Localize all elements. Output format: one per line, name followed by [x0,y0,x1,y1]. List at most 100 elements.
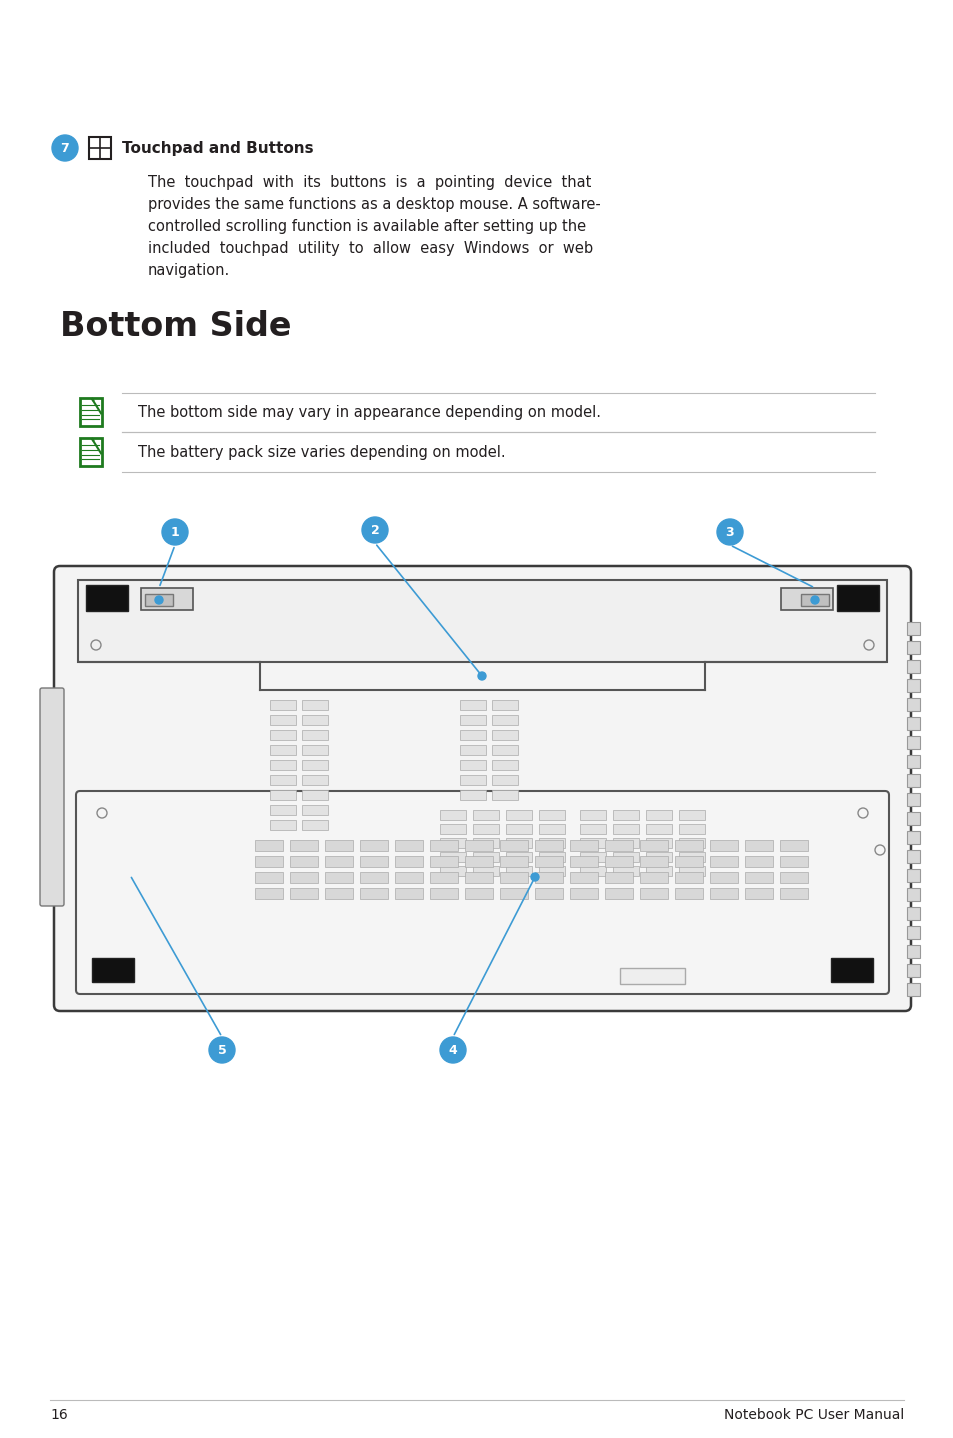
Bar [709,871,738,883]
Bar [459,715,485,725]
Bar [744,871,772,883]
Bar [78,580,886,661]
Circle shape [477,672,485,680]
Bar [505,810,532,820]
Bar [145,594,172,605]
Bar [430,856,457,867]
Bar [492,731,517,741]
FancyBboxPatch shape [76,791,888,994]
Bar [604,840,633,851]
Bar [538,810,564,820]
Bar [270,805,295,815]
Bar [781,588,832,610]
Bar [906,755,919,768]
Bar [579,851,605,861]
Text: 4: 4 [448,1044,456,1057]
Bar [464,856,493,867]
Text: included  touchpad  utility  to  allow  easy  Windows  or  web: included touchpad utility to allow easy … [148,242,593,256]
Bar [439,824,465,834]
Bar [464,840,493,851]
Bar [906,850,919,863]
Bar [270,789,295,800]
Bar [464,871,493,883]
Bar [86,585,128,611]
Bar [80,397,102,427]
Bar [744,856,772,867]
Bar [906,660,919,673]
Bar [569,871,598,883]
Bar [535,856,562,867]
Bar [569,856,598,867]
Bar [492,789,517,800]
Bar [801,594,828,605]
Bar [645,838,671,848]
Bar [254,840,283,851]
Bar [604,871,633,883]
Bar [538,838,564,848]
Bar [325,840,353,851]
Bar [613,810,639,820]
Bar [499,840,527,851]
Bar [505,851,532,861]
Bar [473,851,498,861]
Bar [906,945,919,958]
Bar [906,641,919,654]
Bar [679,810,704,820]
Bar [492,745,517,755]
Bar [439,866,465,876]
Bar [270,761,295,769]
Bar [639,871,667,883]
Text: 16: 16 [50,1408,68,1422]
Bar [675,856,702,867]
Bar [254,889,283,899]
Bar [439,838,465,848]
Bar [290,871,317,883]
Bar [359,889,388,899]
Text: 3: 3 [725,525,734,538]
Bar [906,812,919,825]
Bar [613,824,639,834]
Text: Notebook PC User Manual: Notebook PC User Manual [723,1408,903,1422]
Bar [325,871,353,883]
Bar [492,761,517,769]
Bar [535,840,562,851]
Bar [430,871,457,883]
Bar [439,851,465,861]
Bar [505,824,532,834]
Bar [744,889,772,899]
Bar [639,840,667,851]
Circle shape [810,595,818,604]
Bar [141,588,193,610]
Bar [906,907,919,920]
Bar [302,761,328,769]
Bar [836,585,878,611]
Bar [579,824,605,834]
Bar [675,889,702,899]
Bar [270,775,295,785]
Bar [270,820,295,830]
Bar [679,866,704,876]
Bar [89,137,111,160]
Bar [492,715,517,725]
Text: 1: 1 [171,525,179,538]
Bar [780,840,807,851]
Bar [535,871,562,883]
Circle shape [531,873,538,881]
Bar [492,775,517,785]
Bar [675,871,702,883]
Bar [639,856,667,867]
Bar [270,700,295,710]
Bar [906,869,919,881]
Bar [906,718,919,731]
Bar [538,824,564,834]
Text: provides the same functions as a desktop mouse. A software-: provides the same functions as a desktop… [148,197,600,211]
Circle shape [439,1037,465,1063]
Bar [270,745,295,755]
Bar [464,889,493,899]
Circle shape [209,1037,234,1063]
Bar [290,856,317,867]
Bar [645,866,671,876]
Bar [439,810,465,820]
Bar [906,792,919,807]
Bar [780,871,807,883]
